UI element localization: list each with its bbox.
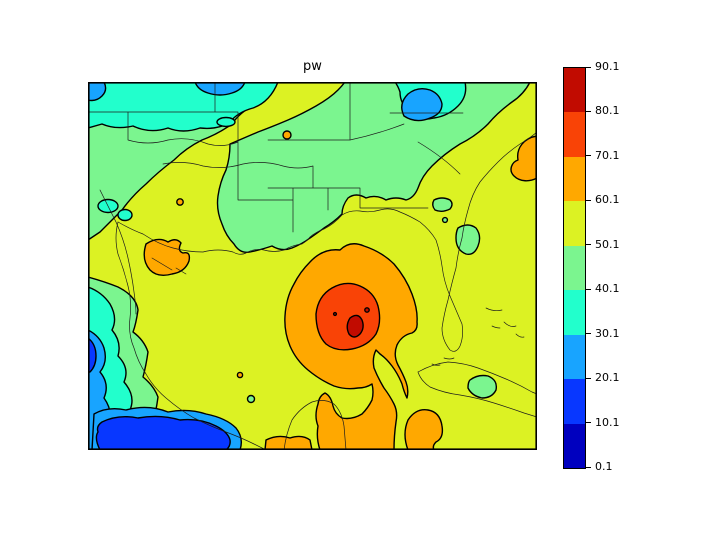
region-orange-dot-2 — [176, 198, 184, 206]
region-cyan-island — [216, 116, 236, 128]
colorbar-segment-0-10 — [564, 423, 585, 468]
tick-mark — [586, 466, 591, 468]
tick-label: 90.1 — [595, 60, 620, 73]
tick-label: 0.1 — [595, 460, 613, 473]
region-orange-dot-3 — [236, 371, 244, 379]
colorbar-segment-10-20 — [564, 379, 585, 424]
region-orange-east-edge — [510, 135, 538, 182]
tick-label: 10.1 — [595, 415, 620, 429]
colorbar-segment-80-90 — [564, 68, 585, 113]
region-redorange-storm-inner — [315, 282, 381, 351]
region-darkred-dot-2 — [364, 307, 370, 313]
state-borders — [87, 81, 464, 233]
region-orange-caribbean-blob — [404, 409, 444, 451]
region-azure-northeast — [401, 87, 443, 122]
colorbar-segment-30-40 — [564, 290, 585, 335]
tick-label: 70.1 — [595, 148, 620, 162]
tick-mark — [586, 333, 591, 335]
coastline-cuba-north — [417, 361, 538, 395]
region-orange-campeche-band — [264, 435, 313, 451]
region-green-central-east — [216, 81, 531, 254]
region-green-campeche-dot — [246, 394, 256, 404]
region-orange-dot-1 — [282, 130, 292, 140]
region-blue-left-strip — [87, 337, 97, 373]
tick-mark — [586, 422, 591, 424]
geographic-lines — [87, 81, 538, 451]
coastline-yucatan — [283, 400, 347, 451]
coastline-cuba-south — [417, 371, 538, 418]
region-green-florida-1 — [432, 197, 453, 212]
region-blue-southwest-blob — [95, 415, 231, 451]
texas-barrier-islands — [151, 257, 187, 275]
tick-label: 40.1 — [595, 282, 620, 296]
region-azure-corner-nw — [87, 81, 107, 102]
tick-mark — [586, 288, 591, 290]
coastline-texas-mexico — [115, 221, 267, 451]
colorbar-segment-20-30 — [564, 334, 585, 380]
region-darkred-dot-1 — [332, 311, 338, 317]
colorbar-segment-50-60 — [564, 201, 585, 246]
map-frame — [88, 82, 537, 450]
region-cyan-texas-2 — [117, 208, 133, 222]
contour-map — [87, 81, 538, 451]
tick-label: 20.1 — [595, 371, 620, 385]
region-green-cuba — [467, 374, 498, 399]
tick-mark — [586, 199, 591, 201]
rio-grande-border — [99, 189, 137, 315]
tick-label: 30.1 — [595, 326, 620, 340]
tick-label: 80.1 — [595, 104, 620, 118]
region-green-florida-3 — [441, 216, 449, 224]
colorbar-ticks: 90.1 80.1 70.1 60.1 50.1 40.1 30.1 20.1 … — [586, 60, 646, 473]
tick-mark — [586, 155, 591, 157]
contour-map-svg — [87, 81, 538, 451]
tick-label: 50.1 — [595, 237, 620, 251]
bahamas-islands — [431, 307, 525, 366]
region-green-florida-2 — [455, 224, 481, 256]
region-darkred-storm-core — [346, 314, 364, 338]
tick-label: 60.1 — [595, 193, 620, 207]
plot-title: pw — [303, 59, 322, 74]
tick-mark — [586, 244, 591, 246]
tick-mark — [586, 110, 591, 112]
colorbar-segment-40-50 — [564, 245, 585, 291]
colorbar-segment-60-70 — [564, 156, 585, 202]
tick-mark — [586, 66, 591, 68]
colorbar — [563, 67, 586, 469]
colorbar-segment-70-80 — [564, 112, 585, 157]
region-orange-texas-coast — [143, 238, 191, 277]
tick-mark — [586, 377, 591, 379]
coastline-gulf-atlantic — [117, 131, 538, 352]
region-azure-north — [194, 81, 246, 96]
